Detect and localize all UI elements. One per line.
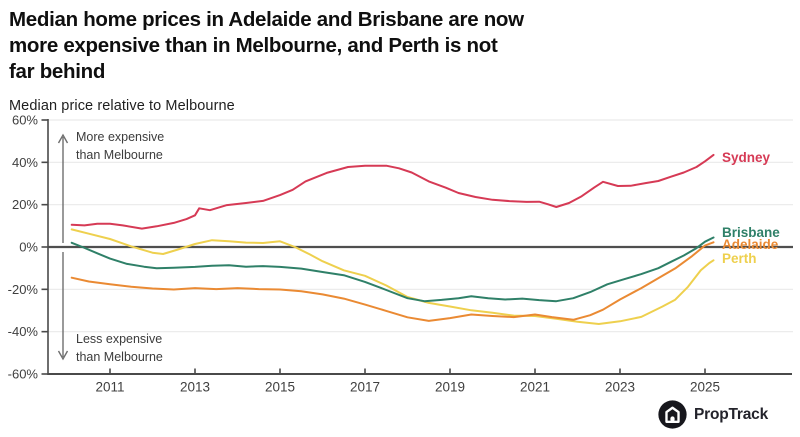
x-tick-label: 2011	[95, 380, 124, 395]
y-tick-label: -40%	[8, 324, 39, 339]
x-tick-label: 2013	[180, 380, 210, 395]
series-line-sydney	[70, 153, 715, 230]
chart-header: Median home prices in Adelaide and Brisb…	[9, 7, 769, 114]
annotation-less-expensive: than Melbourne	[76, 350, 163, 364]
brand-name: PropTrack	[694, 405, 769, 423]
x-tick-label: 2021	[520, 380, 550, 395]
x-tick-label: 2015	[265, 380, 295, 395]
y-tick-label: -60%	[8, 367, 39, 382]
series-label-sydney: Sydney	[722, 150, 771, 165]
up-arrowhead-icon	[57, 133, 69, 144]
y-tick-label: 0%	[19, 240, 38, 255]
series-line-adelaide	[70, 241, 715, 322]
series-label-adelaide: Adelaide	[722, 237, 779, 252]
y-tick-label: 40%	[12, 155, 38, 170]
series-label-perth: Perth	[722, 251, 757, 266]
annotation-more-expensive: than Melbourne	[76, 148, 163, 162]
x-tick-label: 2017	[350, 380, 380, 395]
annotation-more-expensive: More expensive	[76, 130, 164, 144]
series-line-brisbane	[70, 236, 715, 303]
x-tick-label: 2025	[690, 380, 720, 395]
chart-subtitle: Median price relative to Melbourne	[9, 98, 235, 114]
page-title-line-2: more expensive than in Melbourne, and Pe…	[9, 34, 498, 57]
series-line-perth	[70, 228, 715, 325]
y-tick-label: -20%	[8, 282, 39, 297]
page-title-line-1: Median home prices in Adelaide and Brisb…	[9, 8, 524, 31]
x-tick-label: 2023	[605, 380, 635, 395]
y-tick-label: 60%	[12, 113, 38, 128]
y-tick-label: 20%	[12, 197, 38, 212]
annotation-less-expensive: Less expensive	[76, 332, 162, 346]
page-title-line-3: far behind	[9, 60, 106, 83]
down-arrowhead-icon	[57, 350, 69, 361]
x-tick-label: 2019	[435, 380, 465, 395]
series-label-brisbane: Brisbane	[722, 225, 780, 240]
proptrack-logo: PropTrack	[657, 399, 768, 430]
house-icon	[658, 400, 687, 429]
